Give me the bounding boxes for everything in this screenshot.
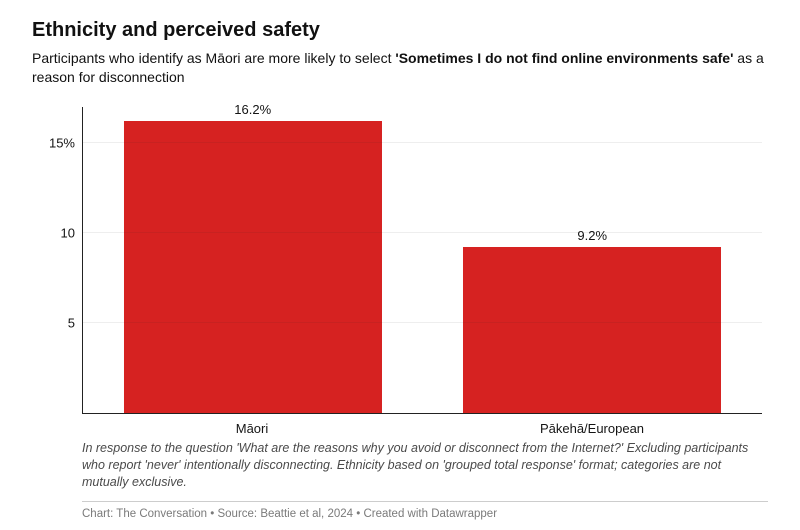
bar-slot: 9.2% <box>423 107 763 414</box>
x-tick-label: Pākehā/European <box>422 421 762 436</box>
plot-region: 16.2%9.2% 51015% <box>82 107 762 415</box>
bar-value-label: 9.2% <box>577 228 607 243</box>
x-axis-labels: MāoriPākehā/European <box>82 421 762 436</box>
bar-slot: 16.2% <box>83 107 423 414</box>
gridline <box>83 142 762 143</box>
bars-container: 16.2% 9.2% <box>83 107 762 414</box>
bar: 16.2% <box>124 121 382 413</box>
credits-wrap: Chart: The Conversation • Source: Beatti… <box>82 501 768 520</box>
subtitle-text-bold: 'Sometimes I do not find online environm… <box>395 50 733 66</box>
y-tick-label: 10 <box>61 226 75 241</box>
chart-area: 16.2% 9.2% 5 10 15% MāoriPākehā/European <box>32 101 768 471</box>
subtitle-text-a: Participants who identify as Māori are m… <box>32 50 395 66</box>
bar: 9.2% <box>463 247 721 413</box>
gridline <box>83 232 762 233</box>
gridline <box>83 322 762 323</box>
y-tick-label: 5 <box>68 316 75 331</box>
y-tick-label: 15% <box>49 135 75 150</box>
chart-subtitle: Participants who identify as Māori are m… <box>32 49 768 87</box>
chart-credits: Chart: The Conversation • Source: Beatti… <box>82 508 768 520</box>
x-tick-label: Māori <box>82 421 422 436</box>
bar-value-label: 16.2% <box>234 102 271 117</box>
chart-frame: Ethnicity and perceived safety Participa… <box>0 0 800 530</box>
chart-title: Ethnicity and perceived safety <box>32 18 768 43</box>
